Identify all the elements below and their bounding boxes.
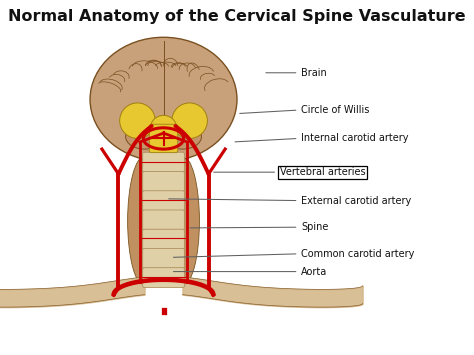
- Text: Internal carotid artery: Internal carotid artery: [301, 133, 409, 143]
- Ellipse shape: [172, 103, 207, 138]
- Ellipse shape: [128, 156, 162, 286]
- FancyBboxPatch shape: [149, 124, 178, 153]
- FancyBboxPatch shape: [143, 248, 184, 268]
- Text: Brain: Brain: [301, 68, 327, 78]
- Text: Spine: Spine: [301, 222, 328, 232]
- FancyBboxPatch shape: [143, 171, 184, 191]
- Ellipse shape: [164, 124, 201, 149]
- FancyBboxPatch shape: [143, 191, 184, 211]
- FancyBboxPatch shape: [143, 152, 184, 172]
- Text: Normal Anatomy of the Cervical Spine Vasculature: Normal Anatomy of the Cervical Spine Vas…: [8, 9, 466, 24]
- Ellipse shape: [90, 37, 237, 162]
- Ellipse shape: [165, 156, 200, 286]
- Text: External carotid artery: External carotid artery: [301, 196, 411, 206]
- FancyBboxPatch shape: [143, 210, 184, 230]
- Text: Vertebral arteries: Vertebral arteries: [280, 167, 365, 177]
- Ellipse shape: [119, 103, 155, 138]
- Text: Circle of Willis: Circle of Willis: [301, 105, 369, 115]
- FancyBboxPatch shape: [143, 268, 184, 288]
- Ellipse shape: [151, 115, 176, 140]
- FancyBboxPatch shape: [143, 229, 184, 249]
- Text: Aorta: Aorta: [301, 267, 327, 277]
- Ellipse shape: [126, 124, 164, 149]
- Text: Common carotid artery: Common carotid artery: [301, 249, 414, 259]
